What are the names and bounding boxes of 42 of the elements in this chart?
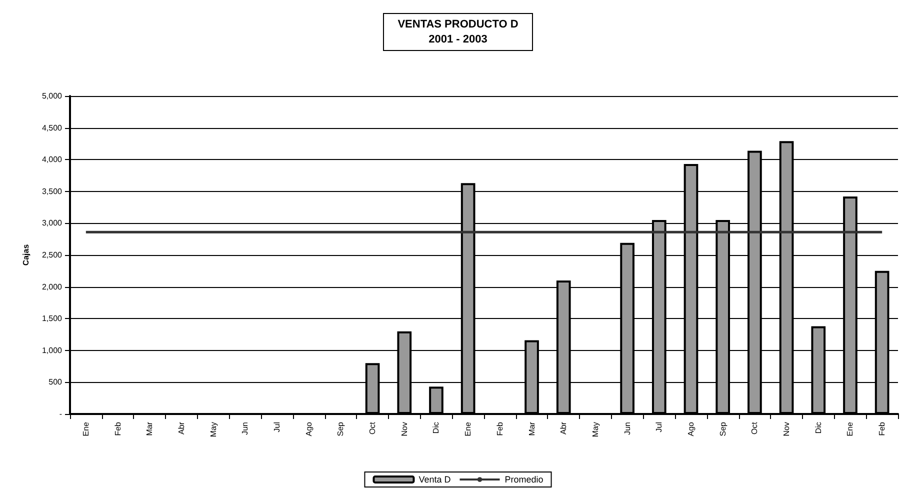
chart-subtitle: 2001 - 2003 bbox=[428, 34, 488, 46]
y-tick-label: 1,000 bbox=[42, 346, 63, 355]
x-tick-label: Jun bbox=[240, 422, 250, 435]
x-tick-label: Ene bbox=[464, 421, 473, 436]
x-tick-label: Ene bbox=[81, 421, 90, 436]
y-tick-label: 3,500 bbox=[42, 186, 63, 196]
x-tick-label: Ene bbox=[846, 421, 855, 436]
legend-label: Venta D bbox=[418, 474, 452, 484]
x-tick-label: Mar bbox=[527, 422, 536, 436]
x-tick-label: Jul bbox=[272, 422, 282, 432]
x-tick-label: Abr bbox=[176, 422, 186, 434]
y-tick-label: 4,000 bbox=[42, 155, 63, 164]
y-tick-label: 2,500 bbox=[42, 250, 63, 260]
y-tick-label: 1,500 bbox=[42, 314, 63, 324]
x-tick-label: Dic bbox=[814, 422, 823, 434]
y-tick-label: 500 bbox=[48, 378, 63, 387]
x-tick-label: Oct bbox=[750, 421, 760, 434]
x-tick-label: May bbox=[590, 422, 600, 438]
x-tick-label: Sep bbox=[718, 421, 728, 436]
x-tick-label: Abr bbox=[559, 422, 568, 434]
x-tick-label: Nov bbox=[400, 422, 409, 436]
x-tick-label: Feb bbox=[113, 421, 122, 436]
x-tick-label: Dic bbox=[432, 422, 441, 434]
x-tick-label: Oct bbox=[368, 421, 378, 434]
y-tick-label: 4,500 bbox=[42, 123, 63, 132]
y-tick-label: 2,000 bbox=[42, 282, 63, 292]
y-tick-label: 3,000 bbox=[42, 218, 63, 228]
x-tick-label: Sep bbox=[336, 421, 346, 436]
x-tick-label: Feb bbox=[878, 421, 887, 436]
x-tick-label: Ago bbox=[686, 421, 696, 436]
x-tick-label: May bbox=[208, 422, 218, 438]
x-tick-label: Jul bbox=[654, 422, 664, 432]
x-tick-label: Ago bbox=[304, 421, 314, 436]
y-axis-title: Cajas bbox=[22, 244, 30, 266]
x-tick-label: Mar bbox=[145, 422, 154, 436]
y-tick-label: - bbox=[59, 410, 62, 418]
x-tick-label: Jun bbox=[622, 422, 632, 435]
x-tick-label: Feb bbox=[495, 421, 504, 436]
x-tick-label: Nov bbox=[782, 422, 792, 436]
legend-label: Promedio bbox=[504, 474, 544, 484]
chart-title: VENTAS PRODUCTO D bbox=[398, 18, 518, 30]
y-tick-label: 5,000 bbox=[42, 92, 63, 100]
